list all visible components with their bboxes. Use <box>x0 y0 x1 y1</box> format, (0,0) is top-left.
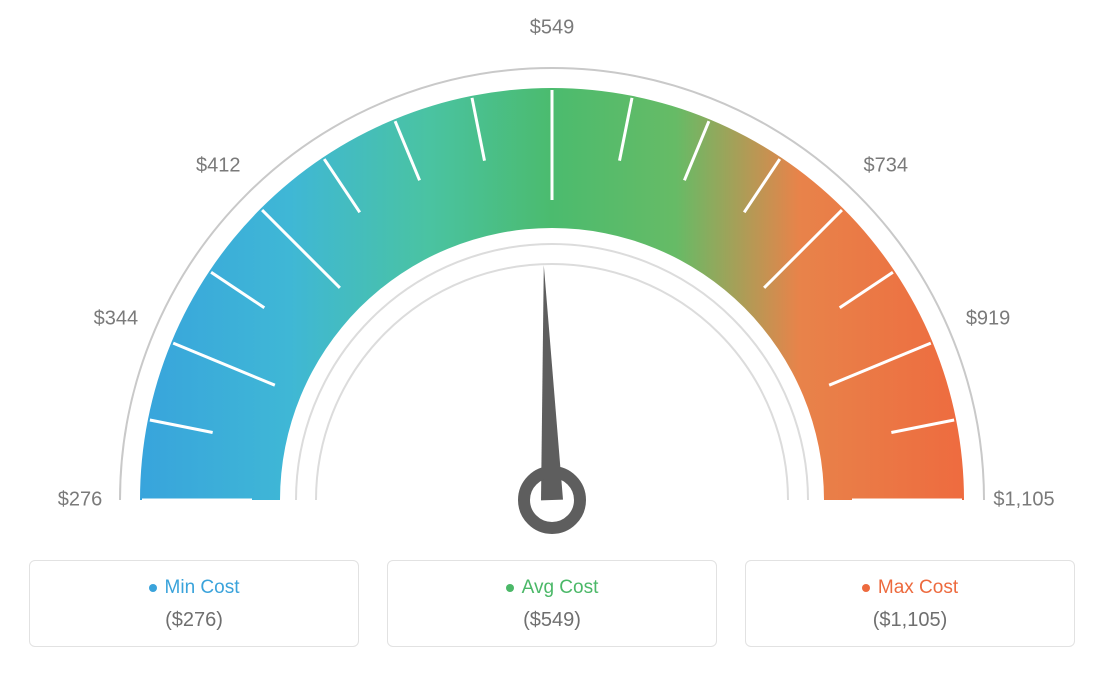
gauge-tick-label: $1,105 <box>993 489 1054 512</box>
legend-card: Min Cost ($276) <box>29 560 359 647</box>
legend-dot-icon <box>862 584 870 592</box>
legend-dot-icon <box>149 584 157 592</box>
gauge-needle <box>541 265 563 500</box>
legend-value: ($276) <box>42 609 346 632</box>
gauge-tick-label: $276 <box>58 489 103 512</box>
legend-dot-icon <box>506 584 514 592</box>
legend-title: Avg Cost <box>506 577 599 599</box>
legend-value: ($549) <box>400 609 704 632</box>
legend-card: Avg Cost ($549) <box>387 560 717 647</box>
legend-row: Min Cost ($276) Avg Cost ($549) Max Cost ($1,… <box>0 560 1104 657</box>
gauge-tick-label: $344 <box>94 308 139 331</box>
gauge-tick-label: $549 <box>530 17 575 40</box>
gauge-tick-label: $412 <box>196 155 241 178</box>
legend-title-text: Max Cost <box>878 577 958 599</box>
legend-card: Max Cost ($1,105) <box>745 560 1075 647</box>
gauge-tick-label: $734 <box>864 155 909 178</box>
legend-title-text: Min Cost <box>165 577 240 599</box>
gauge-tick-label: $919 <box>966 308 1011 331</box>
legend-title: Min Cost <box>149 577 240 599</box>
gauge-svg <box>0 0 1104 560</box>
legend-title-text: Avg Cost <box>522 577 599 599</box>
legend-title: Max Cost <box>862 577 958 599</box>
gauge-chart: $276 $344 $412 $549 $734 $919 $1,105 <box>0 0 1104 560</box>
legend-value: ($1,105) <box>758 609 1062 632</box>
